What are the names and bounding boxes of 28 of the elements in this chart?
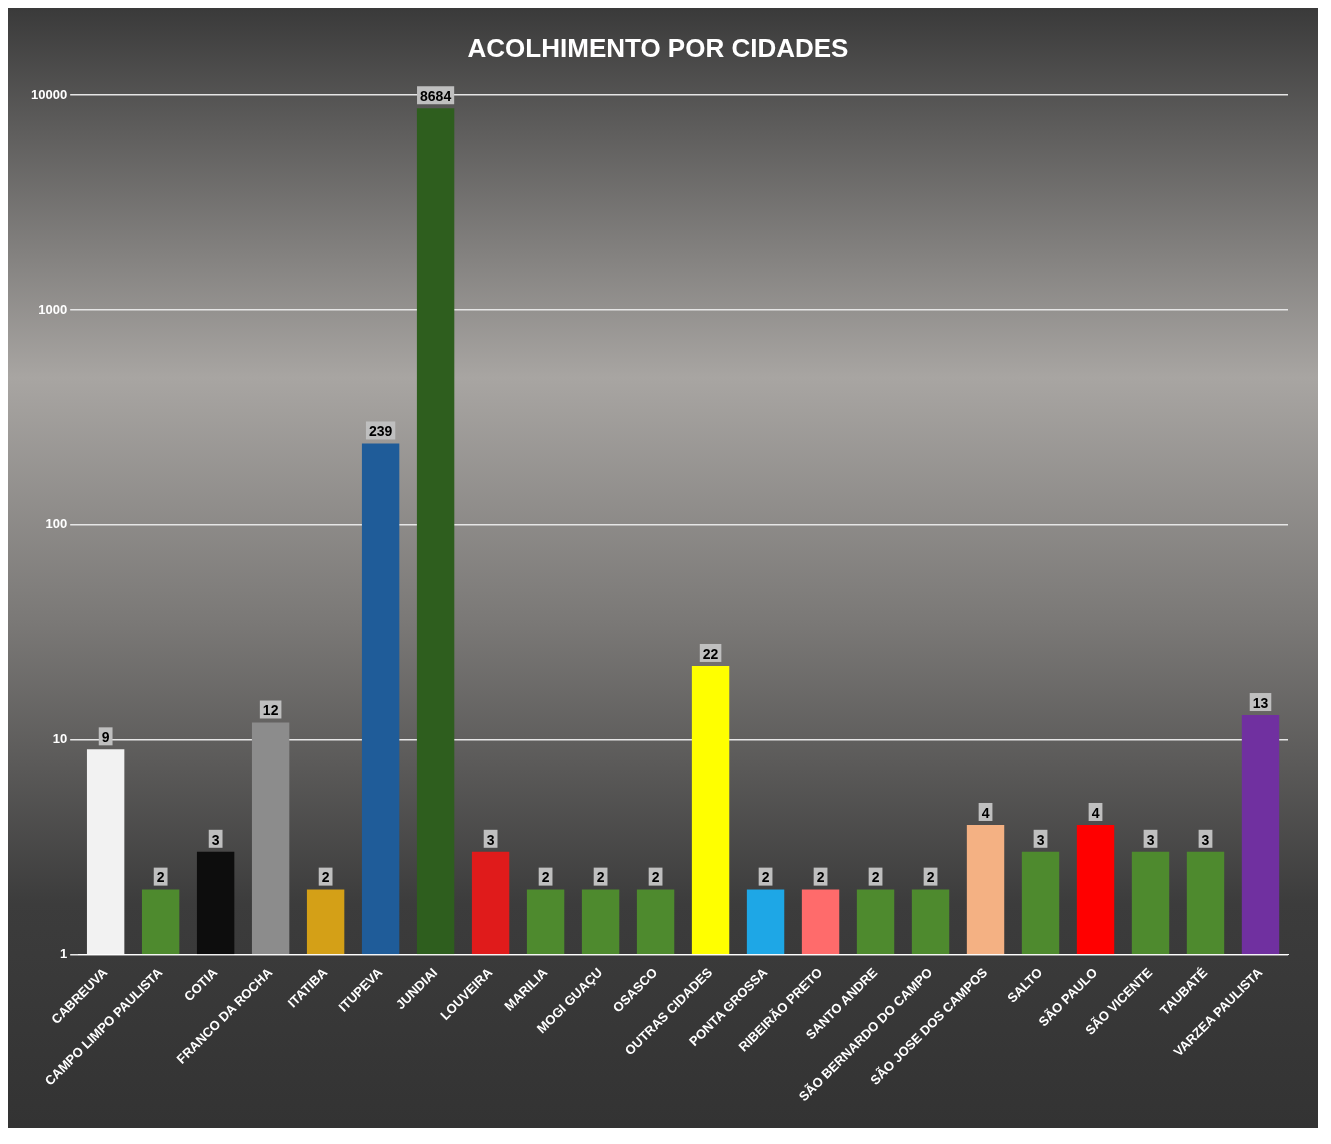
data-label: 8684: [420, 88, 452, 105]
data-label: 2: [156, 869, 165, 886]
data-label: 2: [871, 869, 880, 886]
data-label: 2: [651, 869, 660, 886]
data-label: 9: [101, 729, 110, 746]
data-label: 3: [211, 831, 220, 848]
y-tick-label: 10000: [30, 86, 68, 102]
data-label: 4: [981, 804, 990, 821]
data-label: 4: [1091, 804, 1100, 821]
data-label: 3: [1146, 831, 1155, 848]
y-tick-label: 1: [59, 945, 68, 961]
data-label: 13: [1252, 694, 1269, 711]
data-label: 2: [321, 869, 330, 886]
data-label: 2: [761, 869, 770, 886]
data-label: 3: [1036, 831, 1045, 848]
data-label: 239: [368, 423, 393, 440]
data-label: 2: [541, 869, 550, 886]
data-label: 2: [926, 869, 935, 886]
data-label: 12: [262, 702, 279, 719]
chart-title: ACOLHIMENTO POR CIDADES: [467, 32, 849, 63]
y-tick-label: 1000: [38, 301, 68, 317]
data-label: 3: [1201, 831, 1210, 848]
data-label: 22: [702, 645, 719, 662]
data-label: 2: [596, 869, 605, 886]
data-label: 3: [486, 831, 495, 848]
y-tick-label: 100: [45, 516, 68, 532]
data-label: 2: [816, 869, 825, 886]
y-tick-label: 10: [52, 731, 68, 747]
